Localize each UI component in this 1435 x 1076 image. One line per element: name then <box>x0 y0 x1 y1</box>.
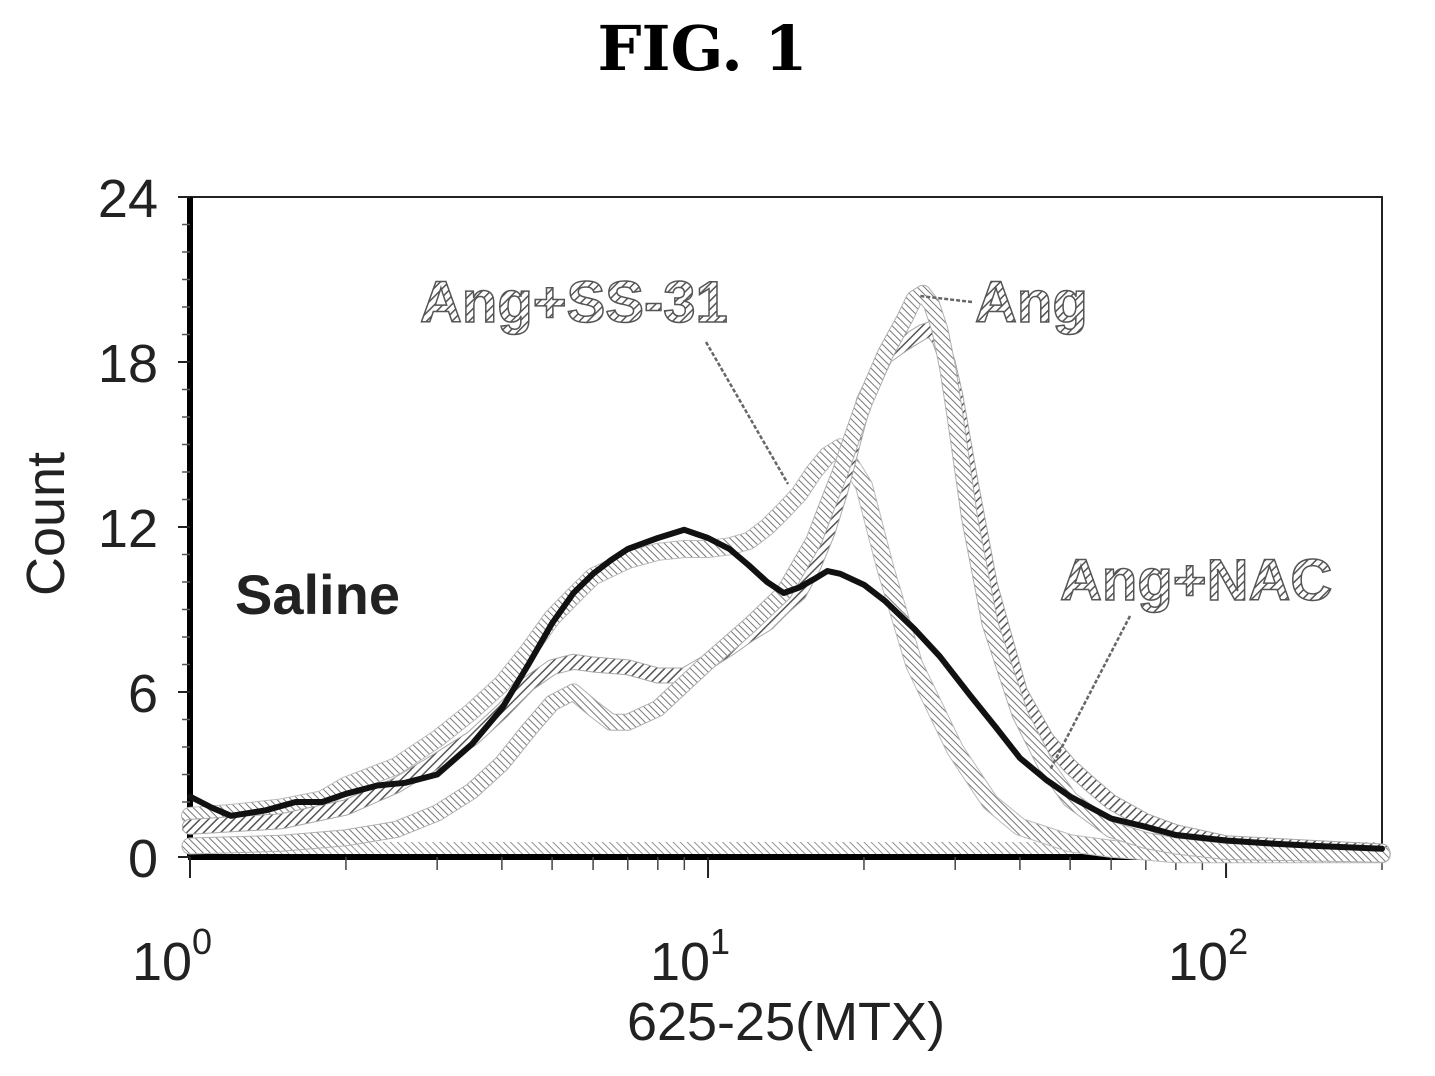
series-label-ang-ss-31: Ang+SS-31 <box>420 270 728 335</box>
x-tick-label: 102 <box>1168 921 1248 992</box>
series-layer <box>181 284 1391 864</box>
x-tick-label: 100 <box>132 921 212 992</box>
y-axis-ticks: 0 6 12 18 24 <box>98 169 190 889</box>
y-tick-label: 6 <box>128 664 158 724</box>
plot-frame <box>187 196 1384 860</box>
series-line-ang <box>182 285 1390 862</box>
plot-area <box>189 196 1383 858</box>
y-tick-label: 18 <box>98 334 158 394</box>
y-axis-title: Count <box>16 452 76 596</box>
series-labels: Saline Ang+SS-31 Ang Ang+NAC <box>235 269 1333 771</box>
y-tick-label: 12 <box>98 499 158 559</box>
figure-title: FIG. 1 <box>597 12 808 85</box>
x-axis-ticks: 100 101 102 <box>132 857 1383 992</box>
x-tick-label: 101 <box>650 921 730 992</box>
x-axis-title: 625-25(MTX) <box>627 992 945 1052</box>
series-label-ang-nac: Ang+NAC <box>1060 548 1332 613</box>
series-line-saline <box>187 526 1385 852</box>
leader-line-ang-nac <box>1048 615 1132 771</box>
series-line-ang-ss-31 <box>182 439 1390 863</box>
series-label-ang: Ang <box>975 270 1088 335</box>
leader-line-ang <box>919 294 973 304</box>
y-tick-label: 0 <box>128 829 158 889</box>
leader-line-ang-ss-31 <box>704 341 790 485</box>
y-tick-label: 24 <box>98 169 158 229</box>
series-line-ang-nac <box>183 322 1389 859</box>
series-label-saline: Saline <box>235 563 400 626</box>
